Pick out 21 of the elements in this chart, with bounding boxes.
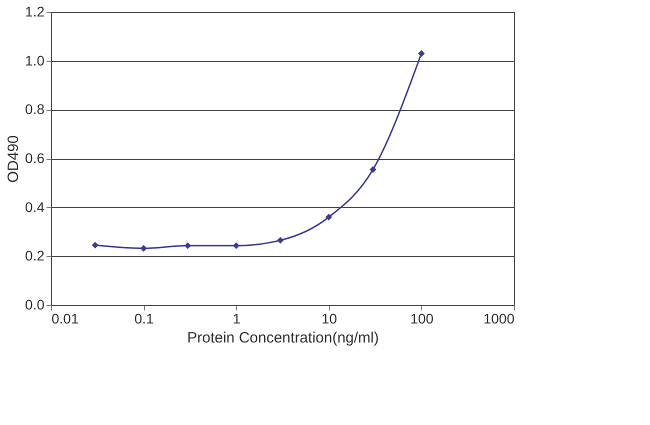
y-tick-label: 0.0 (25, 296, 45, 312)
point (184, 242, 192, 250)
y-axis-title: OD490 (5, 135, 22, 183)
x-tick-label: 1000 (483, 310, 515, 326)
y-tick-label: 0.4 (25, 198, 45, 215)
x-tick-label: 0.1 (134, 310, 154, 326)
y-tick-label: 0.2 (25, 248, 45, 264)
y-tick-label: 0.8 (25, 101, 45, 118)
y-tick-label: 1.2 (25, 4, 45, 20)
point (277, 236, 284, 244)
point (92, 242, 99, 249)
x-tick-label: 100 (410, 310, 434, 326)
x-tick-label: 0.01 (52, 310, 79, 326)
y-tick-label: 1.0 (25, 52, 45, 68)
point (325, 214, 332, 220)
x-axis-title: Protein Concentration(ng/ml) (187, 330, 379, 346)
x-tick-label: 1 (232, 310, 241, 326)
x-tick-label: 10 (322, 310, 338, 326)
point (232, 242, 240, 250)
point (418, 50, 425, 57)
y-tick-label: 0.6 (25, 150, 45, 166)
